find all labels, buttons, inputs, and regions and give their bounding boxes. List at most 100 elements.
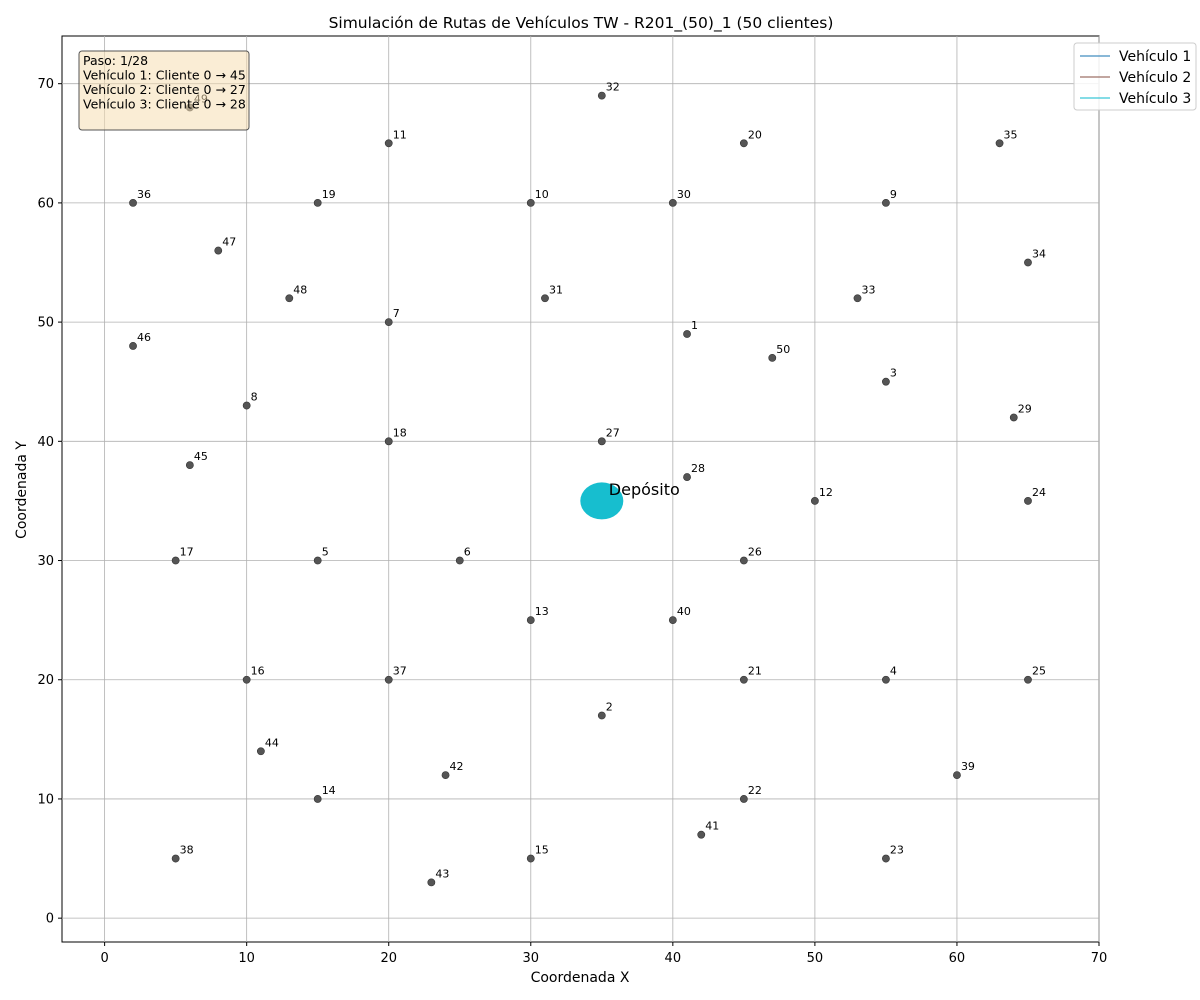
customer-label-15: 15 — [535, 844, 549, 857]
customer-point-11 — [384, 139, 393, 148]
customer-label-42: 42 — [450, 760, 464, 773]
depot-label: Depósito — [609, 480, 680, 499]
y-tick-label: 70 — [37, 77, 54, 92]
customer-label-3: 3 — [890, 367, 897, 380]
y-tick-label: 20 — [37, 673, 54, 688]
customer-label-13: 13 — [535, 605, 549, 618]
x-tick-label: 0 — [100, 951, 108, 966]
customer-point-39 — [953, 771, 961, 780]
customer-point-8 — [242, 401, 251, 410]
customer-label-5: 5 — [322, 546, 329, 559]
customer-point-7 — [384, 318, 393, 327]
customer-label-39: 39 — [961, 760, 975, 773]
customer-point-31 — [541, 294, 549, 303]
customer-label-50: 50 — [776, 343, 790, 356]
customer-point-30 — [668, 198, 677, 207]
customer-label-4: 4 — [890, 665, 897, 678]
depot-marker — [580, 482, 624, 520]
x-axis-label: Coordenada X — [531, 970, 630, 986]
customer-point-21 — [739, 675, 748, 684]
customer-label-11: 11 — [393, 128, 407, 141]
info-line-3: Vehículo 2: Cliente 0 → 27 — [83, 82, 246, 97]
customer-point-23 — [882, 854, 890, 863]
customer-point-19 — [313, 198, 322, 207]
customer-label-17: 17 — [180, 546, 194, 559]
customer-point-6 — [455, 556, 464, 565]
customer-point-15 — [526, 854, 535, 863]
customer-point-10 — [526, 198, 535, 207]
customer-point-4 — [882, 675, 890, 684]
customer-label-35: 35 — [1004, 128, 1018, 141]
customer-label-41: 41 — [705, 820, 719, 833]
y-tick-label: 0 — [46, 912, 54, 927]
customer-label-34: 34 — [1032, 248, 1046, 261]
customer-point-20 — [739, 139, 748, 148]
x-tick-label: 30 — [523, 951, 540, 966]
x-tick-label: 60 — [949, 951, 966, 966]
customer-label-6: 6 — [464, 546, 471, 559]
customer-label-33: 33 — [862, 283, 876, 296]
customer-point-41 — [697, 830, 706, 839]
x-tick-label: 20 — [380, 951, 397, 966]
customer-label-1: 1 — [691, 319, 698, 332]
y-tick-label: 30 — [37, 554, 54, 569]
legend-entry-3: Vehículo 3 — [1119, 91, 1191, 107]
customer-label-27: 27 — [606, 426, 620, 439]
x-tick-label: 10 — [238, 951, 255, 966]
customer-point-38 — [171, 854, 180, 863]
plot-area — [61, 35, 1100, 943]
customer-label-21: 21 — [748, 665, 762, 678]
customer-point-35 — [995, 139, 1004, 148]
info-line-1: Paso: 1/28 — [83, 53, 148, 68]
customer-point-18 — [384, 437, 393, 446]
customer-label-26: 26 — [748, 546, 762, 559]
customer-point-13 — [526, 616, 535, 625]
customer-point-44 — [256, 747, 265, 756]
y-axis-label: Coordenada Y — [14, 441, 30, 539]
y-tick-label: 60 — [37, 196, 54, 211]
customer-label-45: 45 — [194, 450, 208, 463]
customer-point-50 — [768, 353, 777, 362]
customer-point-14 — [313, 795, 322, 803]
customer-point-25 — [1024, 675, 1032, 684]
customer-label-19: 19 — [322, 188, 336, 201]
customer-point-27 — [597, 437, 606, 446]
customer-label-7: 7 — [393, 307, 400, 320]
chart-title: Simulación de Rutas de Vehículos TW - R2… — [329, 14, 834, 33]
customer-label-10: 10 — [535, 188, 549, 201]
customer-label-37: 37 — [393, 665, 407, 678]
customer-label-32: 32 — [606, 81, 620, 94]
customer-point-12 — [810, 497, 819, 505]
customer-point-32 — [597, 91, 606, 100]
customer-point-28 — [683, 473, 691, 481]
customer-point-22 — [739, 795, 748, 803]
customer-label-9: 9 — [890, 188, 897, 201]
grid — [62, 36, 1100, 942]
info-box-background — [78, 50, 250, 131]
customer-point-46 — [129, 342, 137, 350]
customer-point-40 — [668, 616, 677, 625]
customer-label-36: 36 — [137, 188, 151, 201]
depot-group: Depósito — [580, 480, 680, 520]
customer-point-29 — [1009, 413, 1018, 422]
customer-point-5 — [313, 556, 322, 565]
legend-box — [1073, 42, 1197, 111]
legend-entry-2: Vehículo 2 — [1119, 70, 1191, 86]
customer-label-47: 47 — [222, 236, 236, 249]
customer-point-33 — [853, 294, 862, 303]
customer-label-2: 2 — [606, 701, 613, 714]
customer-label-16: 16 — [251, 665, 265, 678]
customer-point-37 — [384, 675, 393, 684]
customer-point-1 — [683, 330, 691, 338]
x-tick-label: 70 — [1091, 951, 1108, 966]
customer-label-12: 12 — [819, 486, 833, 499]
customer-label-29: 29 — [1018, 402, 1032, 415]
customer-point-34 — [1024, 258, 1032, 267]
info-line-2: Vehículo 1: Cliente 0 → 45 — [83, 68, 246, 83]
customer-label-46: 46 — [137, 331, 151, 344]
customer-point-48 — [285, 294, 294, 303]
customer-label-48: 48 — [293, 283, 307, 296]
